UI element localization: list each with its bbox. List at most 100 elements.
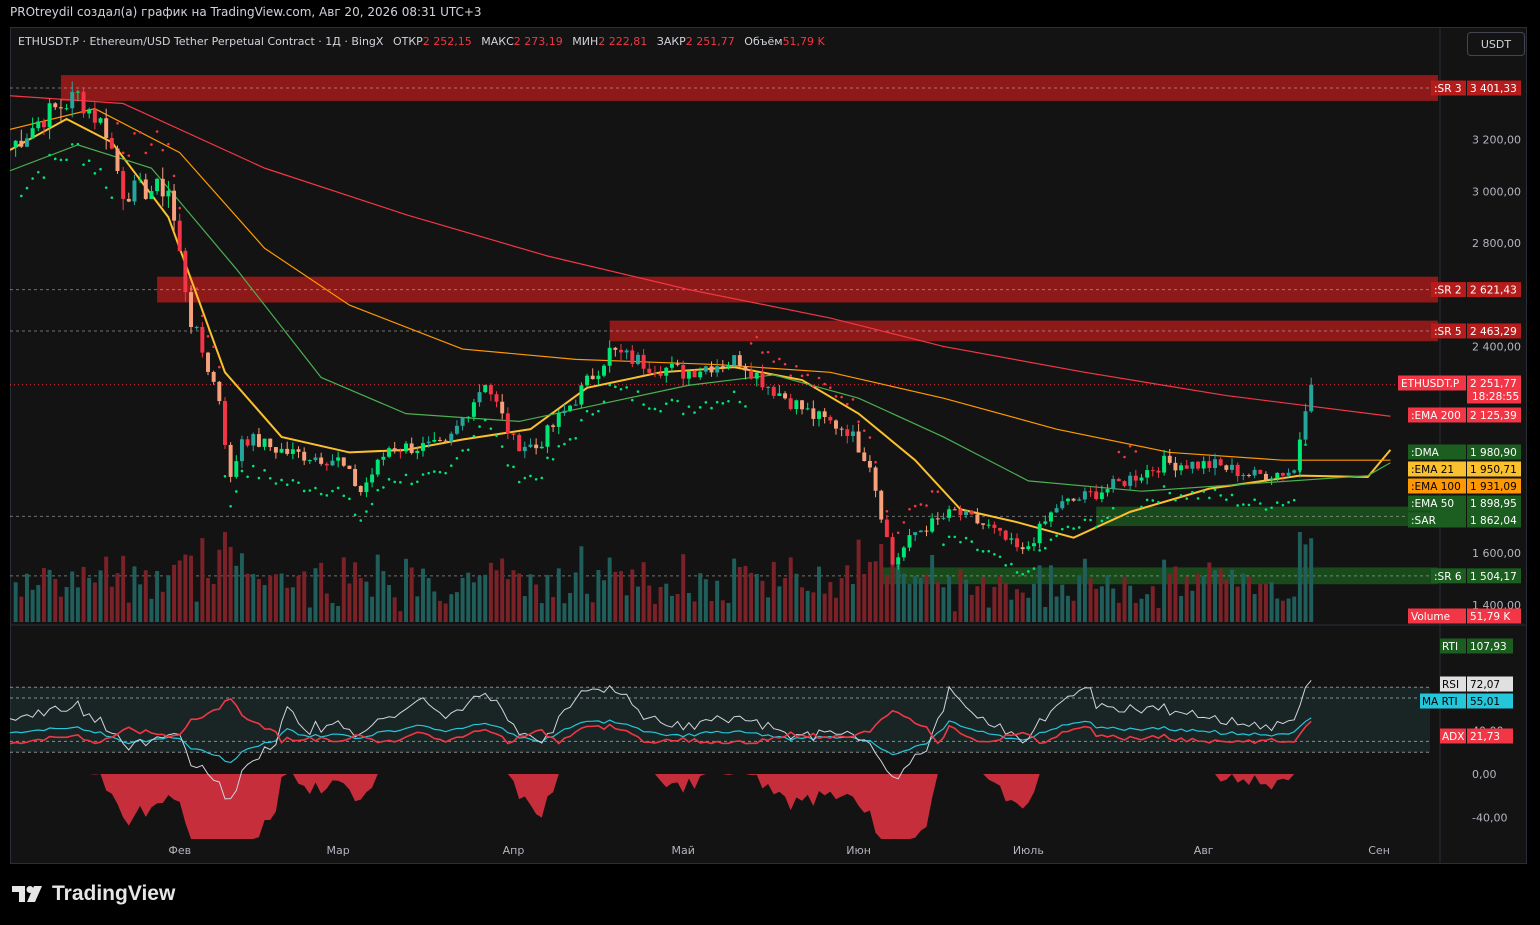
volume-bar	[845, 565, 850, 622]
sar-dot	[517, 480, 521, 484]
volume-bar	[1213, 570, 1217, 622]
currency-button[interactable]: USDT	[1467, 32, 1525, 56]
tag-label: ETHUSDT.P	[1401, 378, 1459, 390]
candle-body	[545, 425, 550, 447]
volume-bar	[449, 594, 454, 622]
sar-dot	[387, 478, 391, 481]
sar-dot	[681, 412, 685, 416]
candle-body	[64, 108, 69, 110]
osc-tag-label: RTI	[1442, 641, 1458, 653]
volume-bar	[432, 591, 437, 622]
volume-bar	[652, 603, 657, 622]
volume-bar	[1162, 559, 1167, 622]
volume-bar	[726, 602, 731, 622]
sar-dot	[342, 494, 346, 498]
volume-bar	[930, 554, 935, 622]
sar-dot	[727, 399, 730, 403]
sar-dot	[87, 159, 91, 162]
sar-dot	[631, 398, 634, 402]
sar-dot	[1038, 549, 1041, 552]
sar-dot	[336, 486, 340, 490]
sar-dot	[1247, 503, 1251, 507]
rti-negative-area	[10, 773, 1312, 839]
candle-body	[404, 443, 408, 452]
candle-body	[1122, 481, 1127, 486]
time-axis[interactable]: Фев Мар Апр Май Июн Июль Авг Сен	[168, 844, 1390, 857]
sar-dot	[42, 176, 46, 179]
candle-body	[172, 190, 177, 221]
sr-label-bg	[1431, 282, 1466, 298]
sar-dot	[851, 398, 855, 401]
candle-body	[788, 398, 793, 410]
sar-dot	[659, 409, 662, 413]
sar-dot	[1089, 518, 1092, 522]
volume-bar	[975, 586, 980, 622]
candle-body	[13, 140, 18, 148]
candle-body	[81, 91, 86, 114]
candle-body	[454, 425, 459, 434]
candle-body	[58, 107, 63, 109]
sar-dot	[563, 442, 566, 446]
candle-body	[828, 416, 833, 421]
candle-body	[177, 220, 182, 252]
volume-bar	[494, 570, 499, 622]
tag-value: 1 950,71	[1470, 464, 1517, 476]
candle-body	[975, 514, 980, 524]
sr-label-bg	[1431, 323, 1466, 339]
candle-body	[692, 370, 697, 378]
osc-tag-label: ADX	[1442, 731, 1464, 743]
sar-dot	[1055, 534, 1058, 538]
volume-bar	[585, 593, 590, 622]
candle-body	[53, 103, 58, 108]
tag-value: 1 931,09	[1470, 481, 1517, 493]
volume-bar	[737, 566, 742, 622]
tag-label: :SAR	[1411, 515, 1436, 527]
candle-body	[613, 347, 618, 350]
tradingview-logo[interactable]: TradingView	[12, 882, 175, 906]
candle-body	[534, 444, 539, 449]
volume-bar	[800, 587, 805, 622]
sar-dot	[257, 476, 261, 480]
candle-body	[477, 392, 482, 403]
volume-bar	[1167, 574, 1172, 622]
osc-tag-label-bg	[1440, 728, 1466, 744]
candle-body	[630, 350, 635, 364]
sar-dot	[263, 469, 266, 472]
candle-body	[200, 326, 205, 353]
volume-bar	[669, 595, 674, 622]
candle-body	[98, 118, 103, 123]
tag-label-bg	[1408, 495, 1466, 511]
sar-dot	[744, 405, 747, 408]
sar-dot	[31, 177, 34, 180]
chart-svg[interactable]: 3 200,003 000,002 800,002 400,002 000,00…	[10, 27, 1527, 864]
sar-dot	[789, 374, 793, 377]
sar-dot	[461, 449, 464, 452]
sar-dot	[1060, 527, 1064, 531]
volume-bar	[890, 540, 895, 622]
y-tick-label: 3 000,00	[1472, 185, 1521, 198]
candle-body	[324, 463, 329, 466]
volume-bar	[562, 603, 567, 622]
candle-body	[856, 431, 861, 453]
ema-lines	[10, 95, 1392, 539]
candles[interactable]	[13, 81, 1314, 570]
volume-bar	[1246, 576, 1251, 622]
sar-dot	[1027, 570, 1030, 573]
candle-body	[833, 420, 838, 429]
candle-body	[1252, 469, 1257, 476]
candle-body	[522, 446, 527, 452]
sar-dot	[1077, 526, 1081, 529]
volume-bar	[573, 572, 578, 622]
tag-value-bg	[1467, 608, 1521, 624]
sar-dot	[529, 474, 532, 478]
sar-dot	[478, 425, 481, 428]
tradingview-logo-icon	[12, 886, 42, 902]
sar-dot	[1179, 494, 1183, 497]
sar-dot	[970, 540, 974, 543]
candle-body	[279, 448, 284, 453]
candle-body	[658, 373, 663, 376]
candle-body	[1230, 464, 1234, 470]
candle-body	[1065, 498, 1070, 502]
volume-bar	[381, 571, 386, 622]
candle-body	[319, 457, 324, 464]
